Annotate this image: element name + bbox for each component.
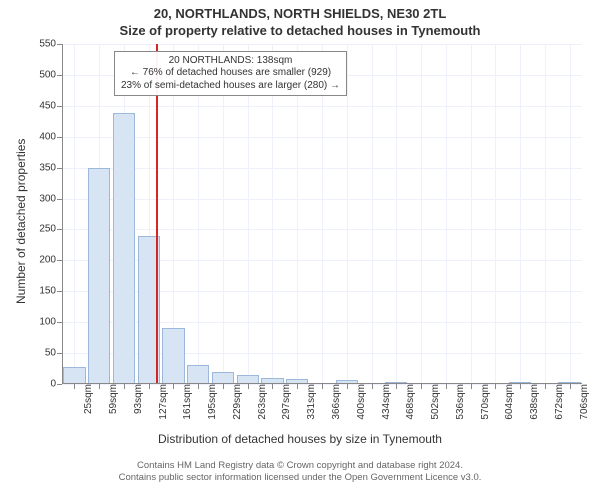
grid-line-v xyxy=(520,44,521,384)
histogram-bar xyxy=(162,328,184,384)
grid-line-v xyxy=(446,44,447,384)
xtick-label: 502sqm xyxy=(424,384,441,420)
attribution-text: Contains HM Land Registry data © Crown c… xyxy=(0,460,600,485)
grid-line-v xyxy=(545,44,546,384)
xtick-label: 672sqm xyxy=(548,384,565,420)
attribution-line2: Contains public sector information licen… xyxy=(0,472,600,484)
xtick-label: 570sqm xyxy=(474,384,491,420)
xtick-label: 366sqm xyxy=(325,384,342,420)
annotation-line2: ← 76% of detached houses are smaller (92… xyxy=(121,67,340,80)
xtick-mark xyxy=(173,384,174,389)
annotation-line1: 20 NORTHLANDS: 138sqm xyxy=(121,55,340,68)
xtick-label: 331sqm xyxy=(300,384,317,420)
annotation-line3: 23% of semi-detached houses are larger (… xyxy=(121,80,340,93)
ytick-label: 300 xyxy=(39,193,62,204)
xtick-label: 25sqm xyxy=(77,384,94,414)
xtick-label: 400sqm xyxy=(350,384,367,420)
ytick-label: 550 xyxy=(39,39,62,50)
plot-area: 05010015020025030035040045050055025sqm59… xyxy=(62,44,582,384)
chart-title-desc: Size of property relative to detached ho… xyxy=(0,23,600,38)
xtick-mark xyxy=(124,384,125,389)
histogram-bar xyxy=(63,367,85,384)
grid-line-v xyxy=(570,44,571,384)
xtick-label: 59sqm xyxy=(102,384,119,414)
attribution-line1: Contains HM Land Registry data © Crown c… xyxy=(0,460,600,472)
xtick-mark xyxy=(272,384,273,389)
xtick-label: 161sqm xyxy=(176,384,193,420)
xtick-mark xyxy=(297,384,298,389)
xtick-label: 468sqm xyxy=(399,384,416,420)
xtick-mark xyxy=(223,384,224,389)
grid-line-v xyxy=(495,44,496,384)
xtick-mark xyxy=(248,384,249,389)
ytick-label: 350 xyxy=(39,162,62,173)
xtick-label: 604sqm xyxy=(498,384,515,420)
ytick-label: 50 xyxy=(45,348,62,359)
chart-title-address: 20, NORTHLANDS, NORTH SHIELDS, NE30 2TL xyxy=(0,6,600,21)
grid-line-v xyxy=(74,44,75,384)
histogram-bar xyxy=(187,365,209,384)
xtick-label: 706sqm xyxy=(573,384,590,420)
histogram-bar xyxy=(113,113,135,384)
xtick-mark xyxy=(545,384,546,389)
xtick-mark xyxy=(396,384,397,389)
xtick-mark xyxy=(495,384,496,389)
ytick-label: 400 xyxy=(39,131,62,142)
xtick-mark xyxy=(520,384,521,389)
grid-line-v xyxy=(471,44,472,384)
annotation-box: 20 NORTHLANDS: 138sqm← 76% of detached h… xyxy=(114,51,347,97)
xtick-mark xyxy=(99,384,100,389)
xtick-label: 263sqm xyxy=(251,384,268,420)
xtick-mark xyxy=(446,384,447,389)
y-axis-label: Number of detached properties xyxy=(14,139,28,304)
ytick-label: 100 xyxy=(39,317,62,328)
xtick-label: 195sqm xyxy=(201,384,218,420)
grid-line-v xyxy=(396,44,397,384)
xtick-mark xyxy=(421,384,422,389)
axis-border-bottom xyxy=(62,383,582,384)
axis-border-left xyxy=(62,44,63,384)
xtick-mark xyxy=(322,384,323,389)
ytick-label: 500 xyxy=(39,69,62,80)
ytick-label: 250 xyxy=(39,224,62,235)
xtick-label: 638sqm xyxy=(523,384,540,420)
xtick-mark xyxy=(149,384,150,389)
ytick-label: 0 xyxy=(50,379,62,390)
xtick-mark xyxy=(347,384,348,389)
grid-line-v xyxy=(372,44,373,384)
histogram-bar xyxy=(88,168,110,384)
xtick-label: 434sqm xyxy=(375,384,392,420)
xtick-label: 297sqm xyxy=(275,384,292,420)
grid-line-v xyxy=(421,44,422,384)
xtick-mark xyxy=(198,384,199,389)
xtick-label: 127sqm xyxy=(152,384,169,420)
x-axis-label: Distribution of detached houses by size … xyxy=(0,432,600,446)
xtick-mark xyxy=(74,384,75,389)
xtick-mark xyxy=(471,384,472,389)
xtick-mark xyxy=(372,384,373,389)
xtick-label: 93sqm xyxy=(127,384,144,414)
xtick-label: 229sqm xyxy=(226,384,243,420)
ytick-label: 200 xyxy=(39,255,62,266)
xtick-label: 536sqm xyxy=(449,384,466,420)
ytick-label: 450 xyxy=(39,100,62,111)
xtick-mark xyxy=(570,384,571,389)
ytick-label: 150 xyxy=(39,286,62,297)
